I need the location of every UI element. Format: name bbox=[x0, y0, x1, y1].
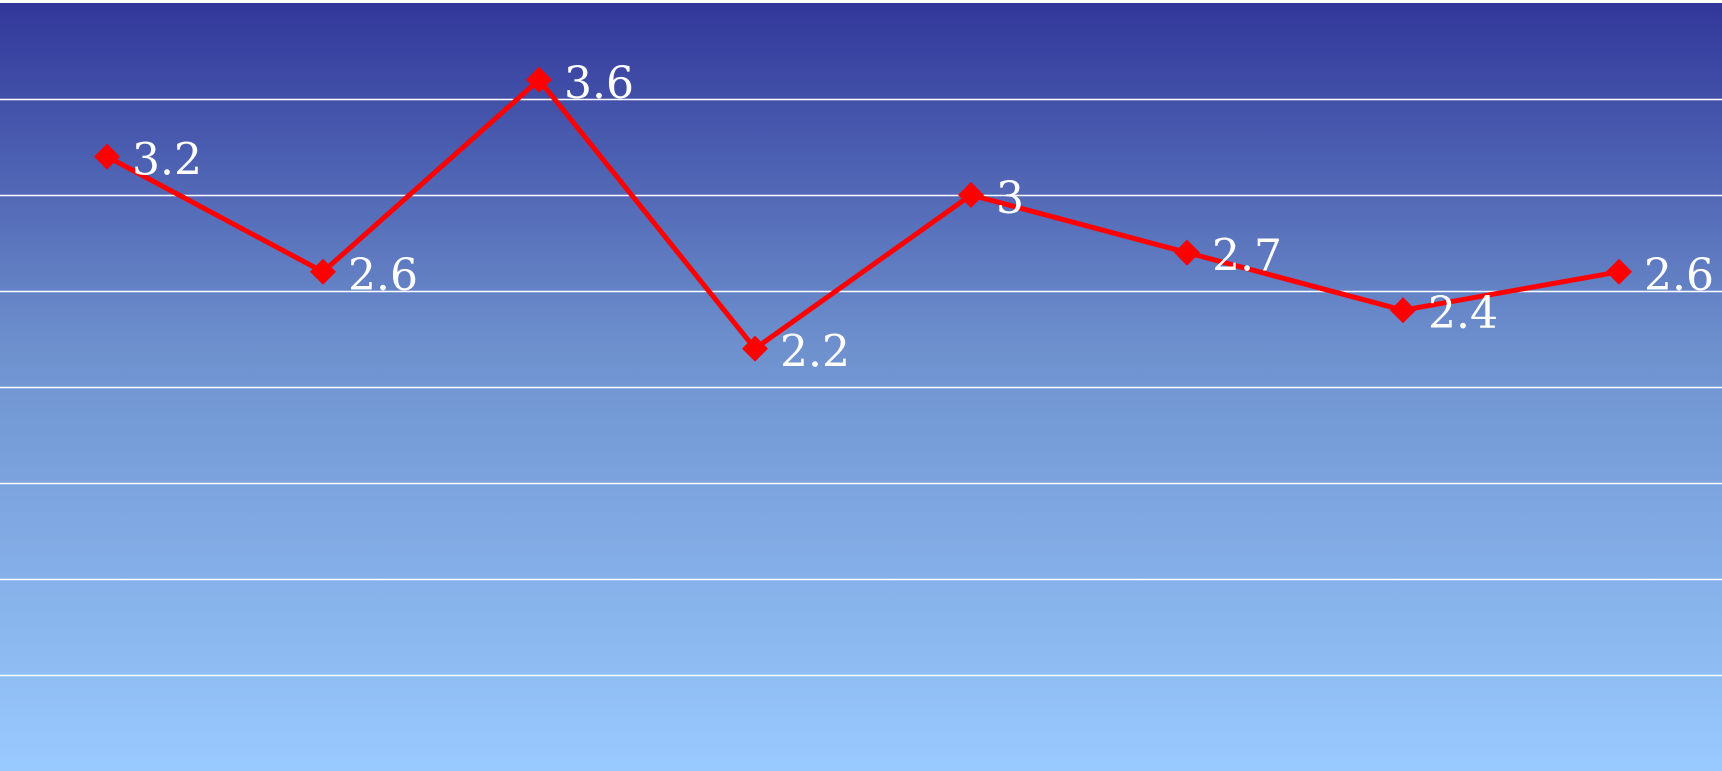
data-label: 3 bbox=[996, 173, 1024, 224]
data-label: 3.2 bbox=[132, 135, 202, 186]
data-point-marker bbox=[958, 182, 984, 208]
data-point-marker bbox=[1174, 239, 1200, 266]
data-label: 2.4 bbox=[1428, 288, 1498, 339]
data-point-marker bbox=[1606, 258, 1632, 285]
data-label: 3.6 bbox=[564, 58, 634, 109]
data-point-marker bbox=[94, 143, 120, 170]
data-label: 2.2 bbox=[780, 327, 850, 378]
gridlines bbox=[0, 98, 1722, 677]
data-point-marker bbox=[526, 66, 552, 93]
data-point-marker bbox=[310, 258, 336, 285]
data-label: 2.6 bbox=[1644, 250, 1714, 301]
series-line bbox=[105, 76, 1620, 353]
data-label: 2.6 bbox=[348, 250, 418, 301]
data-label: 2.7 bbox=[1212, 231, 1282, 282]
data-point-marker bbox=[1390, 297, 1416, 324]
series-group: 3.2 2.6 3.6 2.2 3 2.7 2.4 2.6 bbox=[94, 58, 1714, 378]
data-point-marker bbox=[742, 335, 768, 362]
